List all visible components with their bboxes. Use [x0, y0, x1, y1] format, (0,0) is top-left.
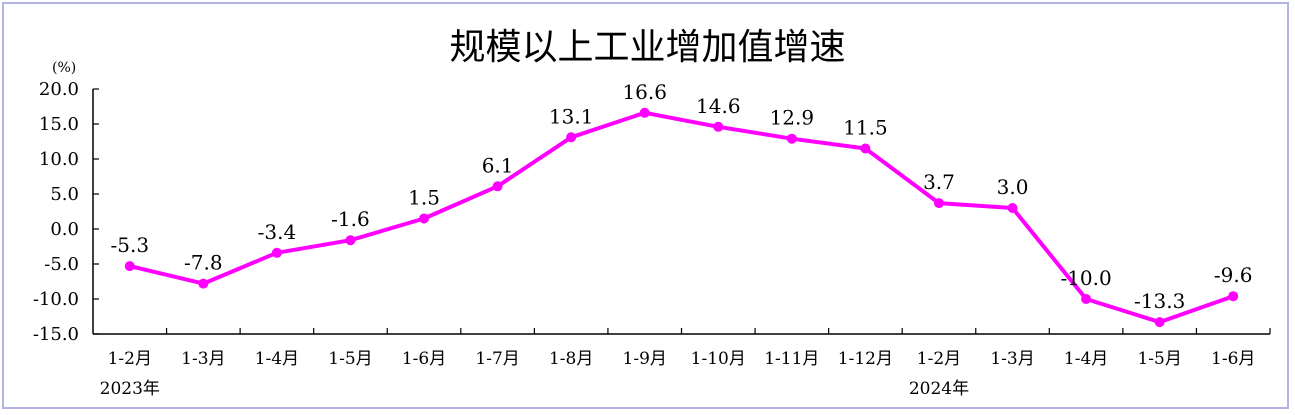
data-point	[124, 261, 135, 272]
data-point	[1154, 317, 1165, 328]
y-axis-unit: (%)	[52, 60, 77, 76]
data-point	[786, 133, 797, 144]
x-tick-label: 1-2月	[108, 349, 152, 369]
data-label: 3.0	[997, 175, 1029, 199]
data-point	[345, 235, 356, 246]
data-point	[198, 278, 209, 289]
data-label: -13.3	[1134, 289, 1185, 313]
data-point	[271, 247, 282, 258]
data-label: 14.6	[696, 94, 741, 118]
y-tick-label: -5.0	[44, 254, 79, 275]
x-tick-label: 1-5月	[1137, 349, 1181, 369]
x-tick-label: 1-4月	[1064, 349, 1108, 369]
data-point	[566, 132, 577, 143]
data-point	[1007, 203, 1018, 213]
year-label: 2023年	[100, 379, 160, 399]
data-point	[933, 198, 944, 209]
data-label: 3.7	[923, 170, 955, 194]
series-line	[129, 110, 1234, 325]
data-label: -10.0	[1060, 266, 1111, 290]
data-point	[1081, 294, 1092, 304]
x-tick-label: 1-6月	[402, 349, 446, 369]
y-tick-label: 0.0	[50, 219, 79, 240]
x-tick-label: 1-7月	[475, 349, 519, 369]
data-label: -1.6	[331, 207, 370, 231]
data-point	[419, 213, 430, 224]
data-label: -5.3	[110, 233, 149, 257]
y-tick-label: 5.0	[50, 184, 79, 205]
y-tick-label: 15.0	[39, 114, 79, 135]
x-tick-label: 1-11月	[764, 349, 819, 369]
data-label: 12.9	[770, 106, 815, 130]
data-label: -9.6	[1214, 263, 1253, 287]
data-label: 6.1	[482, 153, 514, 177]
data-label: 13.1	[549, 104, 594, 128]
data-label: -7.8	[184, 251, 223, 275]
data-label: 1.5	[408, 186, 440, 210]
x-tick-label: 1-9月	[623, 349, 667, 369]
y-tick-label: 10.0	[39, 149, 79, 170]
data-label: 11.5	[843, 116, 888, 140]
y-tick-label: 20.0	[39, 79, 79, 100]
y-tick-label: -10.0	[33, 289, 79, 310]
data-point	[492, 181, 503, 192]
x-tick-label: 1-2月	[917, 349, 961, 369]
chart-title: 规模以上工业增加值增速	[449, 27, 846, 68]
data-label: -3.4	[258, 220, 297, 244]
x-tick-label: 1-12月	[838, 349, 893, 369]
x-tick-label: 1-3月	[181, 349, 225, 369]
data-label: 16.6	[622, 80, 667, 104]
data-point	[639, 107, 650, 118]
data-point	[860, 143, 871, 154]
data-point	[1228, 291, 1239, 302]
x-tick-label: 1-8月	[549, 349, 593, 369]
x-tick-label: 1-5月	[328, 349, 372, 369]
x-tick-label: 1-10月	[691, 349, 746, 369]
x-tick-label: 1-3月	[990, 349, 1034, 369]
chart-frame	[2, 2, 1289, 409]
year-label: 2024年	[909, 379, 969, 399]
x-tick-label: 1-6月	[1211, 349, 1255, 369]
data-point	[713, 121, 724, 132]
y-tick-label: -15.0	[33, 324, 79, 345]
x-tick-label: 1-4月	[255, 349, 299, 369]
